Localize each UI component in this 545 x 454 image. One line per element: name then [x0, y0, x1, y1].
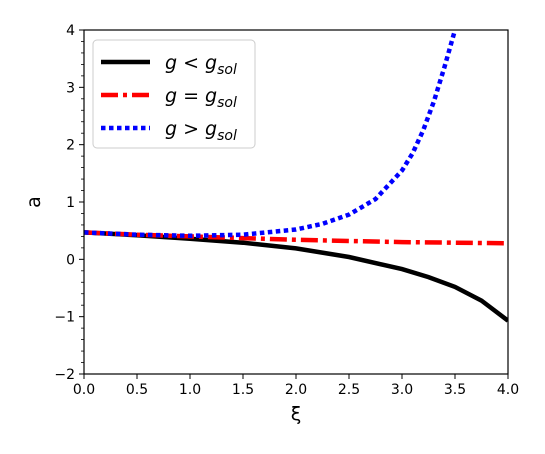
- series-layer: [84, 30, 508, 323]
- ticks-layer: 0.0 0.5 1.0 1.5 2.0 2.5 3.0 3.5 4.0 −2 −1 0 1 2 3 4: [54, 23, 519, 398]
- series-line-3: [84, 30, 458, 239]
- x-tick-label: 0.5: [126, 382, 148, 398]
- x-tick-label: 3.5: [444, 382, 466, 398]
- y-tick-label: 4: [66, 23, 75, 39]
- legend: g < gsol g = gsol g > gsol: [92, 39, 256, 149]
- x-axis-label: ξ: [291, 403, 302, 425]
- x-tick-label: 2.0: [285, 382, 307, 398]
- x-tick-label: 2.5: [338, 382, 360, 398]
- x-tick-label: 4.0: [497, 382, 519, 398]
- y-tick-label: 0: [66, 252, 75, 268]
- legend-label-2: g = gsol: [165, 85, 237, 111]
- x-tick-label: 3.0: [391, 382, 413, 398]
- x-tick-label: 1.5: [232, 382, 254, 398]
- series-line-1: [84, 230, 508, 323]
- legend-label-3: g > gsol: [165, 118, 237, 144]
- y-tick-label: 3: [66, 80, 75, 96]
- x-tick-label: 0.0: [73, 382, 95, 398]
- x-tick-label: 1.0: [179, 382, 201, 398]
- y-tick-label: 1: [66, 195, 75, 211]
- legend-box: [92, 39, 256, 149]
- y-tick-label: −2: [54, 367, 75, 383]
- y-tick-label: 2: [66, 138, 75, 154]
- y-axis-label: a: [23, 196, 45, 208]
- series-line-2: [84, 230, 508, 246]
- y-tick-label: −1: [54, 310, 75, 326]
- legend-label-1: g < gsol: [165, 52, 237, 78]
